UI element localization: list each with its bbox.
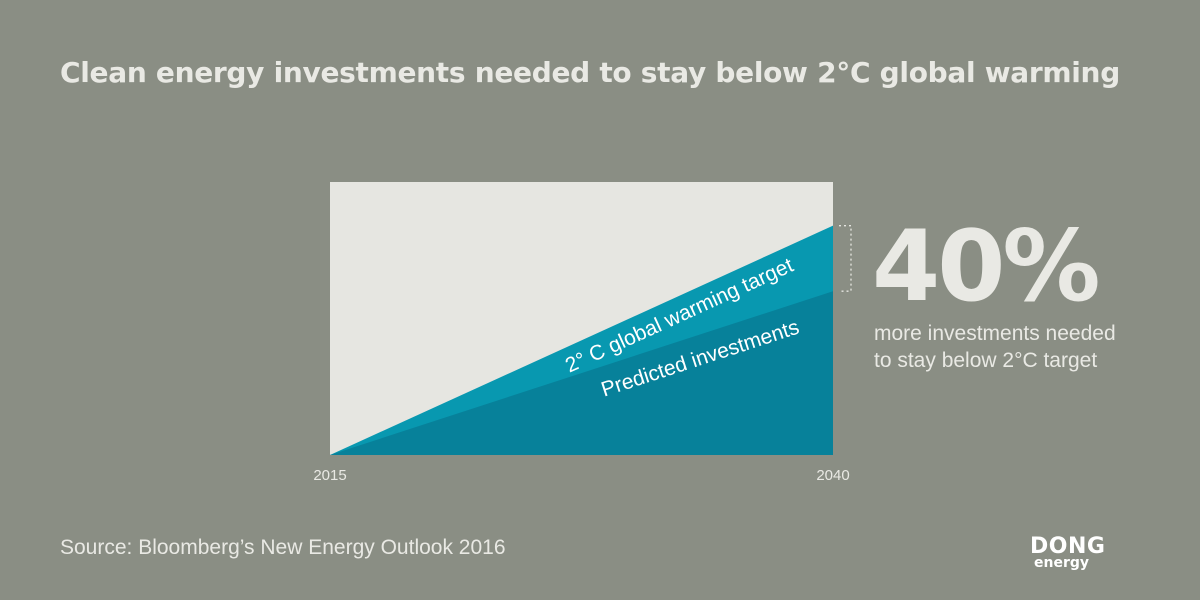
logo-wordmark-bottom: energy	[1034, 555, 1090, 571]
page-title: Clean energy investments needed to stay …	[60, 56, 1120, 89]
dong-energy-logo: DONG energy	[1030, 534, 1106, 571]
gap-bracket	[839, 225, 852, 292]
area-predicted-series	[330, 291, 833, 455]
source-note: Source: Bloomberg’s New Energy Outlook 2…	[60, 536, 506, 559]
x-tick-label-end: 2040	[816, 467, 849, 484]
highlight-caption: more investments needed to stay below 2°…	[874, 320, 1116, 374]
highlight-percentage: 40%	[872, 210, 1101, 324]
logo-wordmark-top: DONG	[1030, 534, 1106, 559]
gap-bracket-line	[839, 225, 852, 292]
highlight-caption-line-1: more investments needed	[874, 322, 1116, 345]
highlight-caption-line-2: to stay below 2°C target	[874, 349, 1098, 372]
x-tick-label-start: 2015	[313, 467, 346, 484]
